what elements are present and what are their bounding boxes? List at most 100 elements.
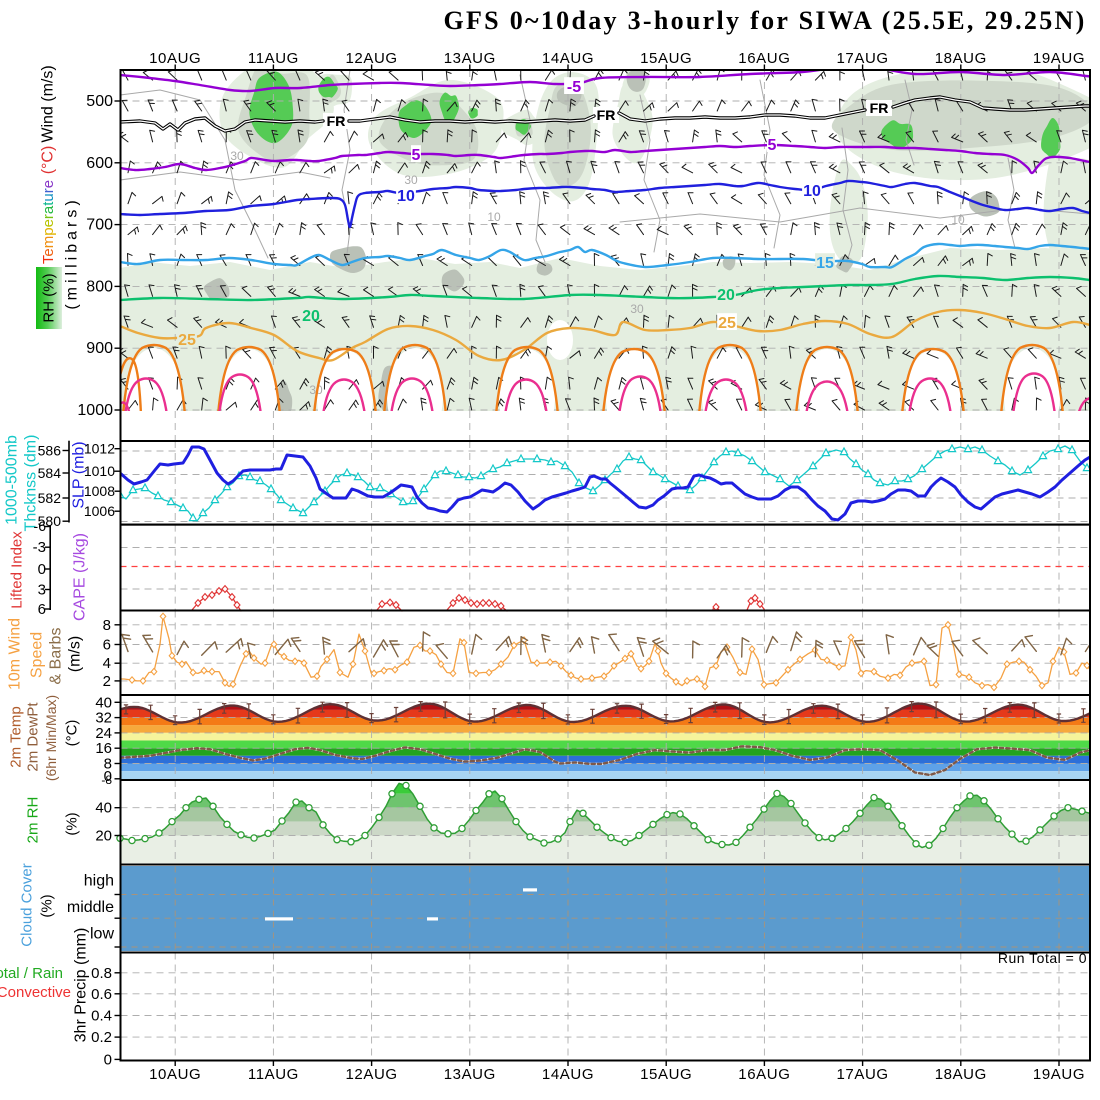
- svg-text:16AUG: 16AUG: [738, 50, 790, 67]
- svg-text:20: 20: [95, 828, 112, 845]
- svg-text:Speed: Speed: [29, 632, 46, 678]
- svg-text:-6: -6: [34, 518, 47, 534]
- svg-text:13AUG: 13AUG: [444, 1066, 496, 1083]
- svg-text:Wind (m/s): Wind (m/s): [40, 65, 57, 142]
- svg-text:900: 900: [86, 340, 113, 357]
- svg-text:700: 700: [86, 217, 113, 234]
- svg-text:5: 5: [412, 147, 421, 164]
- svg-text:FR: FR: [327, 113, 346, 129]
- svg-text:600: 600: [86, 155, 113, 172]
- svg-text:17AUG: 17AUG: [836, 50, 888, 67]
- svg-text:12AUG: 12AUG: [345, 50, 397, 67]
- svg-text:6: 6: [103, 637, 111, 654]
- svg-text:1008: 1008: [84, 483, 115, 499]
- svg-text:3hr Precip (mm): 3hr Precip (mm): [73, 928, 90, 1043]
- svg-text:14AUG: 14AUG: [542, 50, 594, 67]
- svg-text:2m Temp: 2m Temp: [8, 706, 25, 767]
- svg-text:20: 20: [717, 287, 735, 304]
- svg-text:Run Total = 0: Run Total = 0: [998, 950, 1087, 966]
- svg-text:FR: FR: [327, 113, 346, 129]
- svg-text:15: 15: [816, 255, 834, 272]
- svg-text:3: 3: [38, 582, 46, 599]
- svg-text:19AUG: 19AUG: [1033, 1066, 1085, 1083]
- svg-text:19AUG: 19AUG: [1033, 50, 1085, 67]
- svg-text:(millibars): (millibars): [64, 196, 81, 309]
- svg-text:1012: 1012: [84, 441, 115, 457]
- svg-text:5: 5: [768, 137, 777, 154]
- svg-text:40: 40: [95, 694, 112, 711]
- svg-text:-5: -5: [567, 79, 581, 96]
- svg-text:GFS 0~10day 3-hourly for SIWA: GFS 0~10day 3-hourly for SIWA (25.5E, 29…: [443, 6, 1086, 35]
- svg-text:2m RH: 2m RH: [25, 797, 42, 844]
- svg-text:(°C): (°C): [40, 146, 57, 175]
- svg-text:30: 30: [630, 302, 644, 316]
- svg-text:11AUG: 11AUG: [248, 1066, 299, 1083]
- svg-text:582: 582: [38, 490, 62, 506]
- svg-text:16AUG: 16AUG: [738, 1066, 790, 1083]
- svg-text:580: 580: [38, 513, 62, 529]
- svg-text:8: 8: [104, 756, 112, 773]
- svg-text:32: 32: [95, 710, 112, 727]
- svg-text:14AUG: 14AUG: [542, 1066, 594, 1083]
- svg-text:17AUG: 17AUG: [836, 1066, 888, 1083]
- svg-text:Cloud Cover: Cloud Cover: [19, 863, 36, 946]
- svg-text:1010: 1010: [84, 463, 115, 479]
- svg-text:(6hr Min/Max): (6hr Min/Max): [43, 695, 59, 781]
- svg-text:0: 0: [104, 768, 112, 785]
- svg-text:584: 584: [38, 465, 62, 481]
- svg-text:10: 10: [397, 188, 415, 205]
- svg-text:1000: 1000: [77, 402, 113, 419]
- svg-text:CAPE (J/kg): CAPE (J/kg): [72, 533, 89, 621]
- svg-text:0.2: 0.2: [91, 1029, 112, 1046]
- svg-text:& Barbs: & Barbs: [48, 628, 65, 685]
- svg-text:25: 25: [178, 332, 196, 349]
- svg-text:-3: -3: [33, 539, 46, 556]
- svg-text:30: 30: [404, 173, 418, 187]
- svg-text:0: 0: [104, 1051, 112, 1068]
- svg-text:(°C): (°C): [64, 720, 81, 747]
- svg-text:586: 586: [38, 443, 62, 459]
- svg-text:10m Wind: 10m Wind: [7, 618, 24, 690]
- svg-text:10: 10: [487, 210, 501, 224]
- svg-text:FR: FR: [870, 100, 889, 116]
- svg-text:1000-500mb: 1000-500mb: [4, 435, 21, 525]
- svg-text:8: 8: [103, 617, 111, 634]
- svg-text:1006: 1006: [84, 503, 115, 519]
- svg-text:4: 4: [103, 655, 111, 672]
- svg-text:RH (%): RH (%): [41, 273, 58, 322]
- svg-text:0.4: 0.4: [91, 1008, 112, 1025]
- svg-text:high: high: [84, 873, 114, 890]
- svg-text:18AUG: 18AUG: [935, 1066, 987, 1083]
- svg-text:FR: FR: [870, 100, 889, 116]
- svg-text:Thcknss (dm): Thcknss (dm): [23, 435, 40, 532]
- svg-text:6: 6: [38, 601, 46, 618]
- svg-text:FR: FR: [597, 107, 616, 123]
- svg-text:Total / Rain: Total / Rain: [0, 965, 63, 982]
- svg-text:0.6: 0.6: [91, 986, 112, 1003]
- svg-text:18AUG: 18AUG: [935, 50, 987, 67]
- svg-text:15AUG: 15AUG: [640, 50, 692, 67]
- svg-text:(m/s): (m/s): [67, 636, 84, 672]
- svg-text:800: 800: [86, 278, 113, 295]
- svg-text:10: 10: [803, 183, 821, 200]
- svg-text:10AUG: 10AUG: [149, 50, 201, 67]
- svg-text:FR: FR: [597, 107, 616, 123]
- svg-text:2m DewPt: 2m DewPt: [25, 702, 42, 772]
- svg-text:2: 2: [103, 673, 111, 690]
- svg-text:25: 25: [718, 315, 736, 332]
- svg-text:0.8: 0.8: [91, 965, 112, 982]
- svg-text:low: low: [90, 926, 114, 943]
- svg-text:10AUG: 10AUG: [149, 1066, 201, 1083]
- svg-text:11AUG: 11AUG: [248, 50, 299, 67]
- svg-text:500: 500: [86, 93, 113, 110]
- svg-text:(%): (%): [64, 812, 81, 835]
- svg-text:12AUG: 12AUG: [345, 1066, 397, 1083]
- svg-text:10: 10: [951, 213, 965, 227]
- svg-text:-8: -8: [101, 773, 112, 787]
- svg-text:40: 40: [95, 800, 112, 817]
- svg-text:SLP (mb): SLP (mb): [71, 441, 88, 508]
- svg-text:Temperature: Temperature: [40, 180, 57, 264]
- svg-text:(%): (%): [39, 894, 56, 917]
- svg-text:Lifted Index: Lifted Index: [9, 531, 26, 609]
- svg-text:0: 0: [38, 561, 46, 578]
